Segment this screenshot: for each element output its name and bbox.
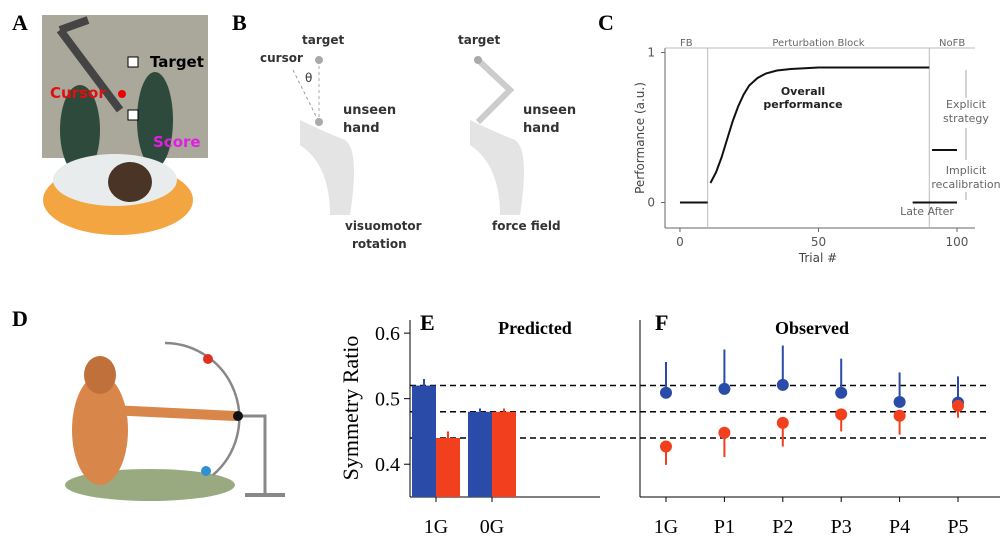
x-tick-label: P1 (714, 516, 735, 538)
arm-links (475, 57, 515, 125)
hand-label: unseen (523, 103, 576, 118)
y-axis-label: Symmetry Ratio (338, 336, 363, 481)
arm-silhouette (470, 120, 524, 215)
black-marker (233, 411, 243, 421)
y-tick-label: 0.5 (375, 389, 400, 411)
performance-line (709, 66, 930, 184)
target-dot (474, 56, 482, 64)
bar (492, 411, 516, 497)
x-tick-label: P5 (947, 516, 968, 538)
hand-label: hand (523, 121, 560, 136)
x-tick-label: 50 (811, 235, 826, 249)
robot-arm (56, 27, 124, 113)
annotation: Late After (900, 205, 954, 218)
target-label: Target (150, 53, 204, 71)
cursor-dot (118, 90, 126, 98)
data-point (776, 416, 789, 429)
red-marker (203, 354, 213, 364)
caption: visuomotor (345, 219, 422, 233)
hand-label: unseen (343, 103, 396, 118)
bar (468, 411, 492, 497)
robot-arm (58, 16, 90, 34)
target-label: target (458, 33, 500, 47)
target-label: target (302, 33, 344, 47)
data-point (893, 409, 906, 422)
annotation: Explicit (946, 98, 987, 111)
target-dot (315, 56, 323, 64)
caption: rotation (352, 237, 407, 251)
x-tick-label: 1G (424, 516, 448, 538)
panel-label: D (12, 306, 28, 331)
x-tick-label: 100 (946, 235, 969, 249)
chart-title: Predicted (498, 318, 572, 338)
arm (105, 405, 240, 421)
panel-label: F (655, 310, 668, 335)
arc (164, 341, 241, 476)
data-point (718, 382, 731, 395)
score-label: Score (153, 133, 201, 151)
torso (72, 375, 128, 485)
panel-b: B target cursor θ unseen hand visuomotor… (232, 10, 576, 251)
cursor-label: cursor (260, 51, 303, 65)
annotation: recalibration (931, 178, 1000, 191)
panel-a: A Target Cursor Score (12, 10, 208, 235)
blue-marker (201, 466, 211, 476)
cursor-label: Cursor (50, 84, 106, 102)
panel-label: C (598, 10, 614, 35)
x-tick-label: 0G (480, 516, 504, 538)
hand-dot (315, 118, 323, 126)
arm-silhouette (300, 120, 354, 215)
data-point (835, 408, 848, 421)
x-tick-label: P3 (831, 516, 852, 538)
head (84, 356, 116, 394)
x-tick-label: 1G (654, 516, 678, 538)
y-axis-label: Performance (a.u.) (633, 82, 647, 194)
x-tick-label: 0 (676, 235, 684, 249)
data-point (835, 386, 848, 399)
data-point (718, 426, 731, 439)
caption: force field (492, 219, 561, 233)
annotation: Implicit (946, 164, 987, 177)
cursor-line (292, 69, 320, 123)
y-tick-label: 0.6 (375, 323, 400, 345)
block-label: FB (680, 38, 693, 49)
panel-d: D (12, 306, 285, 501)
data-point (893, 395, 906, 408)
leg (60, 85, 100, 175)
panel-label: A (12, 10, 28, 35)
head (108, 162, 152, 202)
bar (412, 385, 436, 497)
y-tick-label: 0.4 (375, 454, 400, 476)
target-box (127, 56, 139, 68)
block-label: NoFB (939, 38, 965, 49)
panel-label: E (420, 310, 435, 335)
annotation: strategy (943, 112, 989, 125)
block-label: Perturbation Block (772, 38, 864, 49)
bar (436, 438, 460, 497)
x-tick-label: P2 (772, 516, 793, 538)
panel-label: B (232, 10, 247, 35)
y-tick-label: 0 (647, 196, 655, 210)
data-point (952, 399, 964, 412)
annotation: performance (763, 98, 842, 111)
score-box (127, 109, 139, 121)
angle-label: θ (305, 71, 312, 85)
x-axis-label: Trial # (798, 251, 837, 265)
data-point (776, 378, 789, 391)
hand-label: hand (343, 121, 380, 136)
y-tick-label: 1 (647, 46, 655, 60)
leg (137, 72, 173, 168)
data-point (660, 386, 672, 399)
stand (240, 414, 267, 495)
data-point (660, 440, 672, 453)
annotation: Overall (781, 85, 825, 98)
x-tick-label: P4 (889, 516, 910, 538)
chart-title: Observed (775, 318, 849, 338)
